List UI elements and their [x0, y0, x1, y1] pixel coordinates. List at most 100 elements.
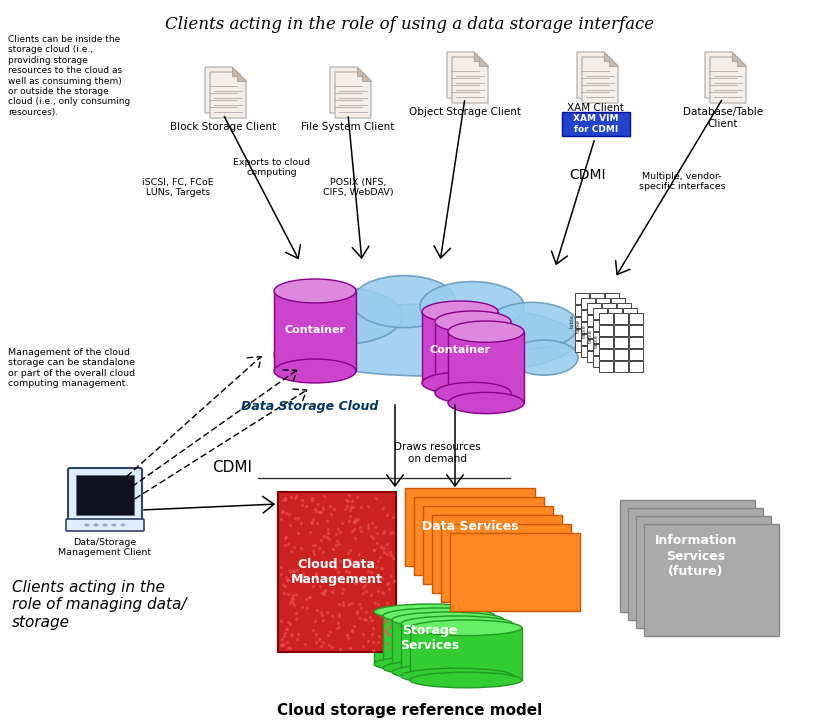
FancyBboxPatch shape	[623, 320, 637, 331]
FancyBboxPatch shape	[383, 616, 495, 668]
FancyBboxPatch shape	[629, 361, 643, 372]
FancyBboxPatch shape	[450, 533, 580, 611]
Text: Cloud storage reference model: Cloud storage reference model	[278, 703, 543, 718]
Polygon shape	[710, 57, 746, 103]
Text: Clients acting in the
role of managing data/
storage: Clients acting in the role of managing d…	[12, 580, 187, 630]
FancyBboxPatch shape	[575, 329, 589, 340]
Text: Management of the cloud
storage can be standalone
or part of the overall cloud
c: Management of the cloud storage can be s…	[8, 348, 135, 388]
FancyBboxPatch shape	[410, 628, 522, 680]
Ellipse shape	[510, 340, 578, 375]
Polygon shape	[237, 72, 246, 81]
FancyBboxPatch shape	[581, 298, 595, 309]
FancyBboxPatch shape	[605, 305, 619, 316]
Text: Object Storage Client: Object Storage Client	[409, 107, 521, 117]
Ellipse shape	[383, 660, 495, 675]
FancyBboxPatch shape	[599, 313, 613, 324]
FancyBboxPatch shape	[587, 315, 601, 326]
FancyBboxPatch shape	[628, 508, 763, 620]
FancyBboxPatch shape	[587, 327, 601, 338]
Polygon shape	[330, 67, 366, 113]
Polygon shape	[705, 52, 741, 98]
Ellipse shape	[286, 288, 402, 344]
FancyBboxPatch shape	[392, 620, 504, 672]
FancyBboxPatch shape	[432, 515, 562, 593]
Text: table: table	[581, 324, 586, 338]
FancyBboxPatch shape	[599, 361, 613, 372]
FancyBboxPatch shape	[617, 339, 631, 350]
Ellipse shape	[274, 279, 356, 303]
Polygon shape	[357, 67, 366, 76]
FancyBboxPatch shape	[599, 349, 613, 360]
FancyBboxPatch shape	[593, 356, 607, 367]
Text: iSCSI, FC, FCoE
LUNs, Targets: iSCSI, FC, FCoE LUNs, Targets	[143, 178, 214, 198]
Text: Multiple, vendor-
specific interfaces: Multiple, vendor- specific interfaces	[639, 172, 726, 191]
FancyBboxPatch shape	[636, 516, 771, 628]
Ellipse shape	[274, 359, 356, 383]
FancyBboxPatch shape	[581, 310, 595, 321]
FancyBboxPatch shape	[562, 112, 630, 136]
Text: CDMI: CDMI	[568, 168, 605, 182]
Ellipse shape	[278, 304, 578, 376]
Ellipse shape	[448, 392, 524, 413]
FancyBboxPatch shape	[575, 293, 589, 304]
FancyBboxPatch shape	[611, 346, 625, 357]
FancyBboxPatch shape	[441, 524, 571, 602]
FancyBboxPatch shape	[68, 468, 142, 522]
FancyBboxPatch shape	[644, 524, 779, 636]
Text: Clients acting in the role of using a data storage interface: Clients acting in the role of using a da…	[165, 16, 654, 33]
FancyBboxPatch shape	[435, 321, 511, 393]
Text: CDMI: CDMI	[212, 460, 252, 476]
FancyBboxPatch shape	[605, 293, 619, 304]
FancyBboxPatch shape	[605, 341, 619, 352]
FancyBboxPatch shape	[611, 298, 625, 309]
FancyBboxPatch shape	[617, 327, 631, 338]
FancyBboxPatch shape	[614, 337, 628, 348]
FancyBboxPatch shape	[602, 327, 616, 338]
FancyBboxPatch shape	[414, 497, 544, 575]
FancyBboxPatch shape	[608, 332, 622, 343]
Text: Data/Storage
Management Client: Data/Storage Management Client	[58, 538, 152, 557]
FancyBboxPatch shape	[611, 310, 625, 321]
Ellipse shape	[401, 616, 513, 631]
FancyBboxPatch shape	[611, 334, 625, 345]
Ellipse shape	[93, 523, 98, 526]
Text: table: table	[576, 319, 581, 333]
Ellipse shape	[374, 656, 486, 672]
FancyBboxPatch shape	[575, 305, 589, 316]
FancyBboxPatch shape	[274, 291, 356, 371]
Ellipse shape	[102, 523, 107, 526]
FancyBboxPatch shape	[617, 351, 631, 362]
Ellipse shape	[448, 321, 524, 342]
Text: Data Services: Data Services	[422, 521, 518, 534]
Ellipse shape	[435, 311, 511, 332]
Polygon shape	[335, 72, 371, 118]
Ellipse shape	[383, 608, 495, 623]
FancyBboxPatch shape	[374, 612, 486, 664]
FancyBboxPatch shape	[448, 332, 524, 403]
Polygon shape	[604, 52, 613, 61]
FancyBboxPatch shape	[596, 334, 610, 345]
Ellipse shape	[84, 523, 89, 526]
FancyBboxPatch shape	[590, 329, 604, 340]
FancyBboxPatch shape	[623, 356, 637, 367]
FancyBboxPatch shape	[614, 361, 628, 372]
FancyBboxPatch shape	[620, 500, 755, 612]
FancyBboxPatch shape	[608, 356, 622, 367]
Ellipse shape	[392, 612, 504, 628]
FancyBboxPatch shape	[617, 315, 631, 326]
Ellipse shape	[111, 523, 116, 526]
Ellipse shape	[401, 668, 513, 683]
FancyBboxPatch shape	[590, 341, 604, 352]
FancyBboxPatch shape	[596, 298, 610, 309]
Text: Data Storage Cloud: Data Storage Cloud	[242, 400, 378, 413]
Ellipse shape	[374, 604, 486, 620]
Text: XAM Client: XAM Client	[567, 103, 623, 113]
FancyBboxPatch shape	[623, 308, 637, 319]
FancyBboxPatch shape	[623, 332, 637, 343]
FancyBboxPatch shape	[596, 310, 610, 321]
FancyBboxPatch shape	[581, 334, 595, 345]
FancyBboxPatch shape	[66, 519, 144, 531]
FancyBboxPatch shape	[602, 339, 616, 350]
FancyBboxPatch shape	[629, 325, 643, 336]
Text: Exports to cloud
computing: Exports to cloud computing	[233, 158, 310, 177]
